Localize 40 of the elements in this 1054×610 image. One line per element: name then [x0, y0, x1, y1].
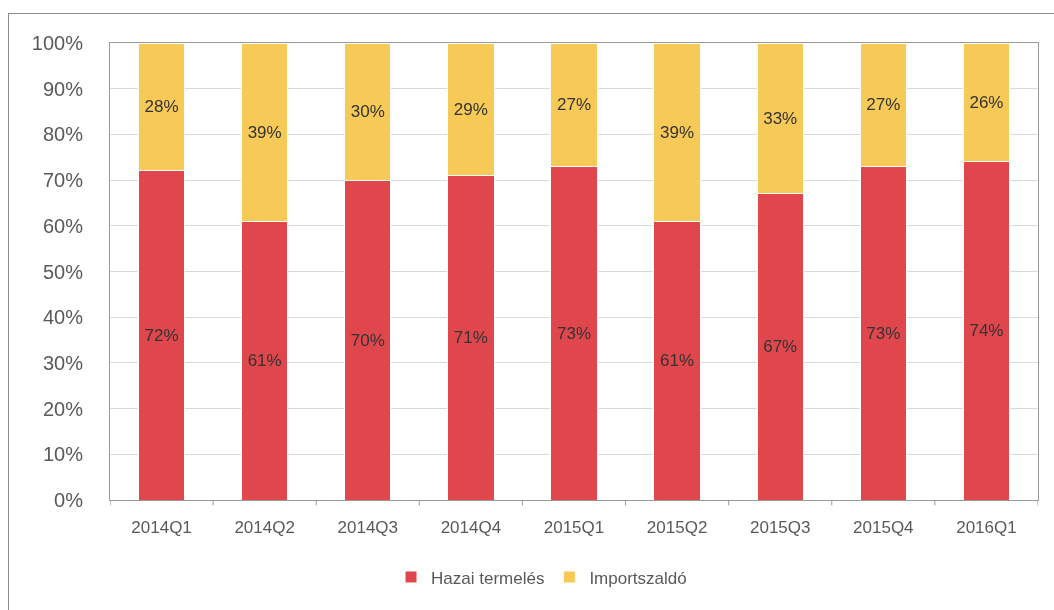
- x-tick-label: 2014Q4: [440, 518, 502, 538]
- x-tick-label: 2015Q2: [646, 518, 708, 538]
- y-tick-label: 10%: [42, 443, 84, 466]
- y-tick-label: 50%: [42, 260, 84, 283]
- y-tick-label: 20%: [42, 397, 84, 420]
- data-label: 70%: [350, 330, 385, 350]
- data-label: 27%: [556, 95, 592, 115]
- y-tick-label: 30%: [42, 351, 84, 374]
- y-tick-label: 40%: [42, 306, 84, 329]
- x-tick-label: 2015Q1: [543, 518, 605, 538]
- x-tick-label: 2014Q3: [337, 518, 399, 538]
- data-label: 39%: [247, 122, 282, 142]
- y-tick-label: 90%: [42, 77, 84, 100]
- legend-label: Hazai termelés: [431, 568, 545, 588]
- data-label: 33%: [763, 108, 798, 128]
- data-label: 28%: [144, 97, 179, 117]
- data-label: 39%: [660, 122, 695, 142]
- data-label: 26%: [969, 92, 1004, 112]
- y-tick-label: 80%: [42, 123, 84, 146]
- x-tick-label: 2014Q2: [234, 518, 295, 538]
- x-tick-label: 2014Q1: [131, 518, 192, 538]
- y-tick-label: 60%: [42, 214, 84, 237]
- data-label: 29%: [453, 99, 488, 119]
- x-tick-label: 2016Q1: [956, 518, 1017, 538]
- data-label: 74%: [969, 321, 1004, 341]
- data-label: 61%: [660, 351, 695, 371]
- data-label: 73%: [556, 323, 592, 343]
- data-label: 67%: [763, 337, 798, 357]
- data-label: 73%: [866, 323, 901, 343]
- y-tick-label: 100%: [31, 32, 84, 54]
- x-tick-label: 2015Q3: [749, 518, 811, 538]
- x-tick-label: 2015Q4: [853, 518, 914, 538]
- data-label: 71%: [453, 328, 488, 348]
- legend-label: Importszaldó: [589, 568, 687, 588]
- data-label: 61%: [247, 351, 282, 371]
- y-tick-label: 70%: [42, 169, 84, 192]
- y-tick-label: 0%: [54, 489, 84, 511]
- data-label: 30%: [350, 102, 385, 122]
- data-label: 72%: [144, 325, 179, 345]
- data-label: 27%: [866, 95, 901, 115]
